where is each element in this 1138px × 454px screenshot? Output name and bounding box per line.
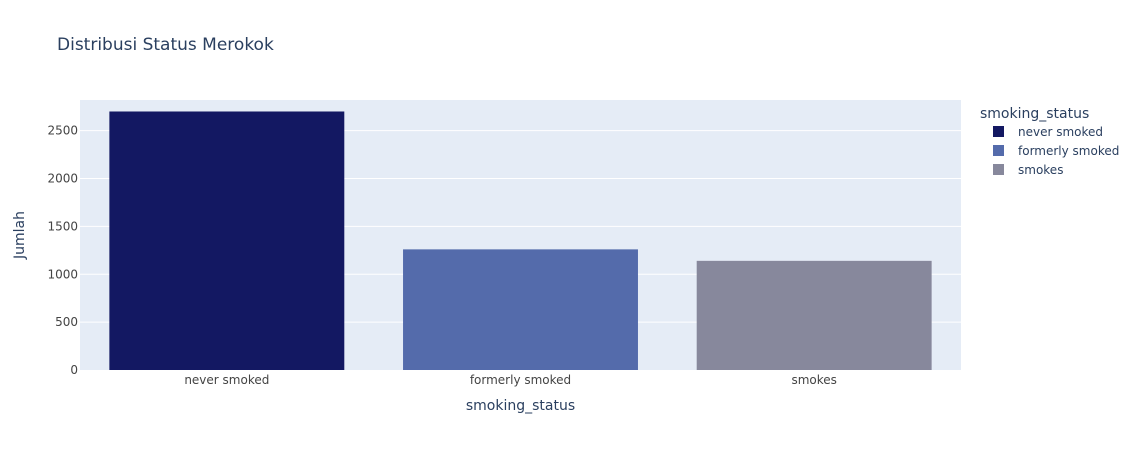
- bars: [109, 111, 932, 370]
- legend-item-label[interactable]: never smoked: [1018, 125, 1103, 139]
- y-axis-ticks: 0 500 1000 1500 2000 2500: [47, 124, 78, 377]
- y-tick-label: 2500: [47, 124, 78, 138]
- y-tick-label: 500: [55, 315, 78, 329]
- y-tick-label: 1500: [47, 219, 78, 233]
- legend-item-label[interactable]: formerly smoked: [1018, 144, 1119, 158]
- legend-swatch[interactable]: [993, 126, 1004, 137]
- chart-title: Distribusi Status Merokok: [57, 35, 274, 55]
- bar[interactable]: [109, 111, 345, 370]
- y-tick-label: 0: [70, 363, 78, 377]
- bar[interactable]: [403, 249, 638, 370]
- legend-title: smoking_status: [980, 106, 1089, 122]
- x-axis-ticks: never smoked formerly smoked smokes: [184, 373, 837, 387]
- legend: smoking_status never smoked formerly smok…: [980, 106, 1119, 177]
- y-axis-label: Jumlah: [12, 211, 28, 260]
- x-tick-label: formerly smoked: [470, 373, 571, 387]
- x-tick-label: never smoked: [184, 373, 269, 387]
- x-axis-label: smoking_status: [466, 398, 575, 414]
- legend-swatch[interactable]: [993, 145, 1004, 156]
- legend-item-label[interactable]: smokes: [1018, 163, 1063, 177]
- x-tick-label: smokes: [791, 373, 836, 387]
- y-tick-label: 1000: [47, 267, 78, 281]
- bar[interactable]: [696, 260, 932, 370]
- legend-swatch[interactable]: [993, 164, 1004, 175]
- y-tick-label: 2000: [47, 172, 78, 186]
